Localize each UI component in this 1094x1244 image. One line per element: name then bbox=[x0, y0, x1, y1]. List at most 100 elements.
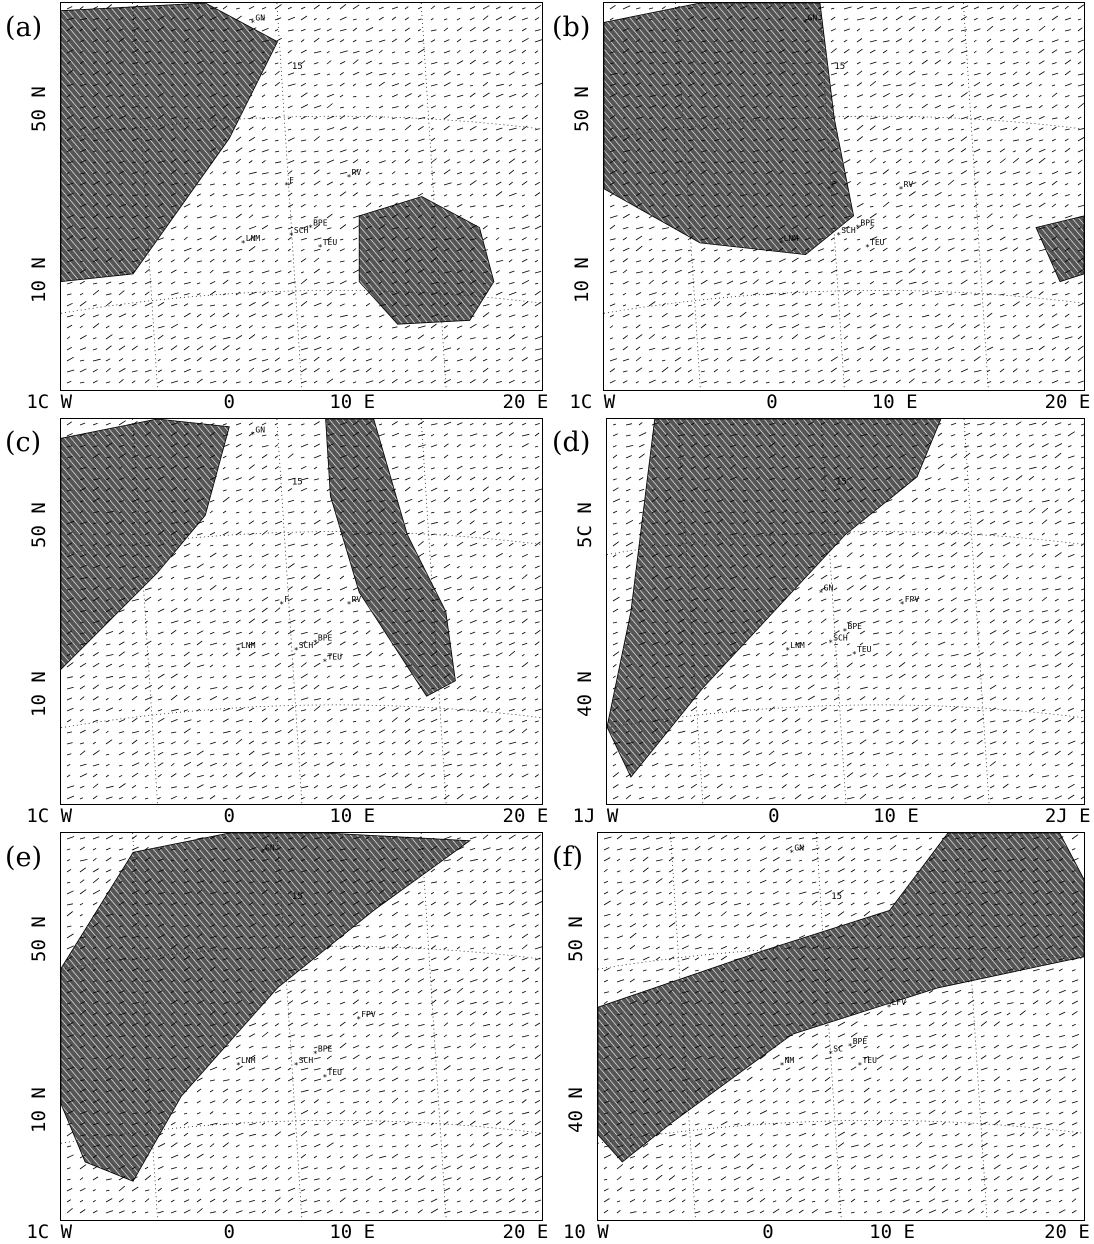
shaded-region bbox=[1035, 215, 1084, 283]
station-marker: * bbox=[313, 1050, 318, 1059]
panel-letter: (a) bbox=[5, 12, 43, 43]
station-label: FPV bbox=[905, 595, 920, 604]
longitude-label: 10 E bbox=[873, 805, 919, 827]
meridian-line bbox=[963, 419, 990, 804]
station-marker: * bbox=[347, 173, 352, 182]
station-marker: * bbox=[289, 231, 294, 240]
shaded-region bbox=[598, 833, 1084, 1163]
latitude-label: 50 N bbox=[565, 916, 587, 963]
station-marker: * bbox=[887, 1003, 892, 1012]
map-panel: 15 * GN * FPV * BPE * SCH * TEU * LNM bbox=[60, 832, 543, 1221]
map-plot: 15*GN*LFV*BPE*SC*TEU*NM bbox=[598, 833, 1084, 1220]
station-label: GN bbox=[824, 583, 834, 592]
station-marker: * bbox=[803, 18, 808, 27]
station-marker: * bbox=[318, 243, 323, 252]
station-marker: * bbox=[356, 1015, 361, 1024]
map-plot: 15*GN*RV*F*BPE*SCH*TEU*LNM bbox=[604, 3, 1084, 390]
latitude-label: 10 N bbox=[28, 1086, 50, 1133]
station-marker: * bbox=[241, 239, 246, 248]
longitude-label: 1C W bbox=[26, 1221, 73, 1243]
longitude-label: 0 bbox=[762, 1221, 774, 1243]
shaded-region bbox=[61, 419, 230, 670]
contour-label: 15 bbox=[834, 62, 845, 72]
contour-label: 15 bbox=[292, 892, 303, 902]
parallel-line bbox=[61, 531, 542, 555]
station-label: SCH bbox=[294, 226, 309, 235]
meridian-line bbox=[819, 3, 845, 390]
station-marker: * bbox=[848, 1042, 853, 1051]
contour-label: 15 bbox=[292, 62, 303, 72]
station-label: LNM bbox=[790, 641, 805, 650]
shaded-region bbox=[61, 3, 279, 283]
parallel-line bbox=[598, 1120, 1084, 1144]
shaded-region bbox=[358, 196, 495, 325]
station-marker: * bbox=[899, 185, 904, 194]
longitude-label: 1J W bbox=[572, 805, 619, 827]
station-label: LNM bbox=[784, 234, 799, 243]
latitude-label: 10 N bbox=[571, 256, 593, 303]
station-marker: * bbox=[865, 243, 870, 252]
station-label: LNM bbox=[246, 234, 261, 243]
station-label: GN bbox=[794, 843, 804, 852]
station-marker: * bbox=[779, 239, 784, 248]
panel-letter: (c) bbox=[5, 427, 42, 458]
longitude-label: 20 E bbox=[502, 805, 549, 827]
parallel-line bbox=[61, 1120, 542, 1144]
latitude-label: 10 N bbox=[28, 671, 50, 718]
map-plot: 15*GN*RV*F*BPE*SCH*TEU*LNM bbox=[61, 3, 542, 390]
wind-vector-field bbox=[603, 834, 1080, 1214]
longitude-label: 0 bbox=[766, 391, 778, 413]
map-plot: 15*GN*FPV*BPE*SCH*TEU*LNM bbox=[61, 833, 542, 1220]
longitude-label: 0 bbox=[223, 1221, 235, 1243]
station-label: SCH bbox=[299, 1056, 314, 1065]
station-label: BPE bbox=[313, 218, 328, 227]
station-label: GN bbox=[255, 13, 265, 22]
wind-vector-field bbox=[609, 4, 1084, 384]
station-label: SC bbox=[833, 1045, 843, 1054]
panel-letter: (d) bbox=[552, 427, 591, 458]
contour-label: 15 bbox=[292, 477, 303, 487]
station-label: BPE bbox=[860, 218, 875, 227]
latitude-label: 50 N bbox=[28, 916, 50, 963]
meridian-line bbox=[132, 419, 158, 804]
station-marker: * bbox=[308, 223, 313, 232]
meridian-line bbox=[420, 419, 447, 804]
meridian-line bbox=[670, 833, 696, 1220]
station-marker: * bbox=[250, 18, 255, 27]
station-marker: * bbox=[843, 627, 848, 636]
longitude-label: 10 E bbox=[329, 391, 376, 413]
shaded-region bbox=[61, 833, 471, 1182]
station-label: TEU bbox=[862, 1056, 877, 1065]
longitude-label: 1C W bbox=[569, 391, 616, 413]
station-marker: * bbox=[279, 600, 284, 609]
station-label: TEU bbox=[328, 1068, 343, 1077]
meridian-line bbox=[963, 3, 989, 390]
station-label: RV bbox=[352, 595, 362, 604]
longitude-label: 10 W bbox=[562, 1221, 609, 1243]
station-marker: * bbox=[236, 646, 241, 655]
station-marker: * bbox=[294, 1061, 299, 1070]
contour-label: 15 bbox=[836, 477, 847, 487]
contour-label: 15 bbox=[831, 892, 842, 902]
longitude-label: 1C W bbox=[26, 805, 73, 827]
parallel-line bbox=[598, 945, 1084, 970]
station-label: F bbox=[289, 176, 294, 185]
station-marker: * bbox=[900, 600, 905, 609]
map-panel: 15 * GN * FPV * BPE * SCH * TEU * LNM bbox=[606, 418, 1085, 805]
station-label: GN bbox=[255, 425, 265, 434]
station-label: BPE bbox=[318, 1045, 333, 1054]
station-marker: * bbox=[780, 1061, 785, 1070]
station-marker: * bbox=[828, 1050, 833, 1059]
parallel-line bbox=[61, 945, 542, 970]
parallel-line bbox=[61, 704, 542, 729]
latitude-label: 40 N bbox=[565, 1086, 587, 1133]
station-marker: * bbox=[836, 231, 841, 240]
map-panel: 15 * GN * RV * F * BPE * SCH * TEU * LNM bbox=[60, 2, 543, 391]
station-label: SCH bbox=[833, 633, 848, 642]
shaded-region bbox=[607, 419, 942, 778]
parallel-line bbox=[61, 290, 542, 314]
meridian-line bbox=[815, 833, 842, 1220]
wind-vector-field bbox=[66, 420, 542, 800]
station-label: BPE bbox=[848, 622, 863, 631]
map-panel: 15 * GN * RV * F * BPE * SCH * TEU * LNM bbox=[603, 2, 1085, 391]
